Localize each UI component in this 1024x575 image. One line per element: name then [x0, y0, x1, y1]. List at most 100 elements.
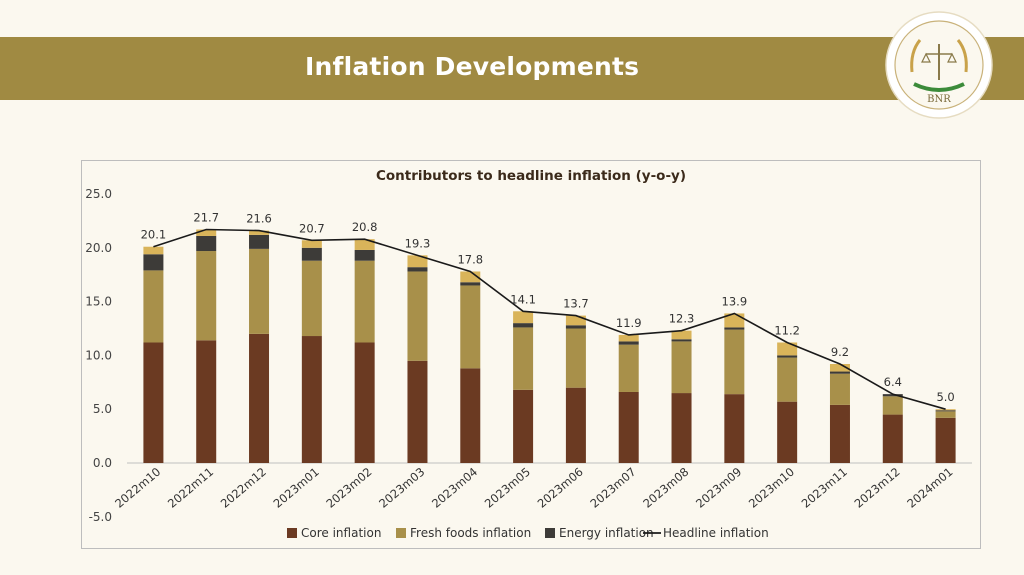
- x-tick-label: 2023m10: [746, 465, 797, 511]
- x-tick-label: 2023m08: [640, 465, 691, 511]
- bar-segment-0: [882, 414, 903, 463]
- bar-segment-2: [143, 254, 164, 271]
- bar-segment-2: [354, 249, 375, 261]
- bar-segment-0: [513, 389, 534, 463]
- legend-label: Headline inflation: [663, 526, 769, 540]
- headline-data-label: 17.8: [457, 252, 483, 266]
- headline-data-label: 19.3: [405, 236, 431, 250]
- legend-swatch: [396, 528, 406, 538]
- legend-label: Fresh foods inflation: [410, 526, 531, 540]
- bar-segment-0: [671, 393, 692, 463]
- bar-segment-2: [301, 247, 322, 261]
- headline-data-label: 20.7: [299, 221, 325, 235]
- headline-data-label: 6.4: [884, 375, 902, 389]
- bar-segment-1: [829, 373, 850, 405]
- x-axis: 2022m10 2022m11 2022m12 2023m01 2023m02 2023m…: [112, 465, 955, 511]
- y-tick-label: 15.0: [85, 295, 112, 309]
- bar-segment-1: [618, 344, 639, 392]
- bar-segment-2: [724, 327, 745, 330]
- bar-segment-2: [829, 371, 850, 374]
- legend-label: Energy inflation: [559, 526, 654, 540]
- bar-segment-2: [618, 341, 639, 345]
- bar-segment-residual: [777, 342, 798, 356]
- y-tick-label: 25.0: [85, 187, 112, 201]
- bar-segment-1: [407, 271, 428, 361]
- bar-segment-residual: [513, 311, 534, 324]
- bar-segment-1: [724, 329, 745, 395]
- headline-data-label: 11.2: [774, 323, 800, 337]
- bar-segment-0: [618, 391, 639, 463]
- bar-segment-2: [460, 282, 481, 286]
- y-tick-label: 20.0: [85, 241, 112, 255]
- headline-data-label: 9.2: [831, 345, 849, 359]
- headline-data-label: 14.1: [510, 292, 536, 306]
- bar-segment-1: [777, 357, 798, 402]
- bar-segment-2: [513, 323, 534, 328]
- bar-segment-2: [777, 355, 798, 358]
- x-tick-label: 2022m12: [218, 465, 269, 511]
- bar-segment-residual: [407, 255, 428, 268]
- y-tick-label: 10.0: [85, 348, 112, 362]
- bar-segment-2: [407, 267, 428, 272]
- bar-segment-0: [407, 360, 428, 463]
- bar-segment-residual: [301, 240, 322, 248]
- legend-swatch: [545, 528, 555, 538]
- bar-segment-0: [354, 342, 375, 463]
- bar-segment-1: [301, 260, 322, 337]
- x-tick-label: 2023m03: [376, 465, 427, 511]
- bar-segment-residual: [565, 315, 586, 326]
- bar-segment-0: [565, 387, 586, 463]
- bar-segment-0: [935, 417, 956, 463]
- bar-segment-0: [249, 333, 270, 463]
- bar-segment-1: [249, 248, 270, 334]
- bar-segment-residual: [460, 271, 481, 283]
- bar-segment-2: [196, 235, 217, 252]
- x-tick-label: 2024m01: [904, 465, 955, 511]
- headline-line: 20.1 21.7 21.6 20.7 20.8 19.3 17.8 14.1 13.7 11.9…: [141, 211, 955, 410]
- bar-segment-0: [143, 342, 164, 463]
- bar-segment-1: [460, 285, 481, 369]
- bar-segment-residual: [354, 239, 375, 250]
- headline-data-label: 21.7: [193, 211, 219, 225]
- y-tick-label: 5.0: [93, 402, 112, 416]
- headline-data-label: 13.9: [722, 294, 748, 308]
- x-tick-label: 2023m09: [693, 465, 744, 511]
- bar-segment-2: [671, 339, 692, 342]
- bar-segment-1: [143, 270, 164, 343]
- bar-segment-residual: [143, 246, 164, 255]
- bar-segment-2: [935, 410, 956, 412]
- x-tick-label: 2022m11: [165, 465, 216, 511]
- bar-segment-2: [882, 394, 903, 397]
- bar-segment-0: [829, 404, 850, 463]
- bar-segment-1: [196, 251, 217, 341]
- x-tick-label: 2023m04: [429, 465, 480, 511]
- chart-frame: Contributors to headline inflation (y-o-…: [81, 160, 981, 549]
- bar-segment-residual: [618, 334, 639, 342]
- legend-label: Core inflation: [301, 526, 381, 540]
- bar-segment-1: [882, 396, 903, 415]
- legend-swatch: [287, 528, 297, 538]
- bnr-logo: BNR: [885, 11, 993, 119]
- x-tick-label: 2023m11: [799, 465, 850, 511]
- logo-abbr: BNR: [927, 94, 951, 105]
- title-band: [0, 37, 1024, 100]
- headline-data-label: 20.1: [141, 228, 167, 242]
- x-tick-label: 2023m07: [587, 465, 638, 511]
- bar-segment-0: [196, 340, 217, 463]
- x-tick-label: 2023m06: [535, 465, 586, 511]
- bar-segment-1: [513, 327, 534, 390]
- bar-segment-0: [777, 401, 798, 463]
- chart-title: Contributors to headline inflation (y-o-…: [376, 168, 686, 184]
- bar-segment-residual: [196, 229, 217, 236]
- headline-data-label: 21.6: [246, 212, 272, 226]
- headline-data-label: 20.8: [352, 220, 378, 234]
- page-title: Inflation Developments: [305, 52, 640, 81]
- bar-segment-1: [354, 260, 375, 343]
- y-tick-label: 0.0: [93, 456, 112, 470]
- bars: [143, 229, 956, 463]
- chart: Contributors to headline inflation (y-o-…: [85, 168, 972, 540]
- bar-segment-0: [460, 368, 481, 463]
- x-tick-label: 2023m12: [851, 465, 902, 511]
- bar-segment-residual: [671, 330, 692, 340]
- bar-segment-1: [565, 328, 586, 388]
